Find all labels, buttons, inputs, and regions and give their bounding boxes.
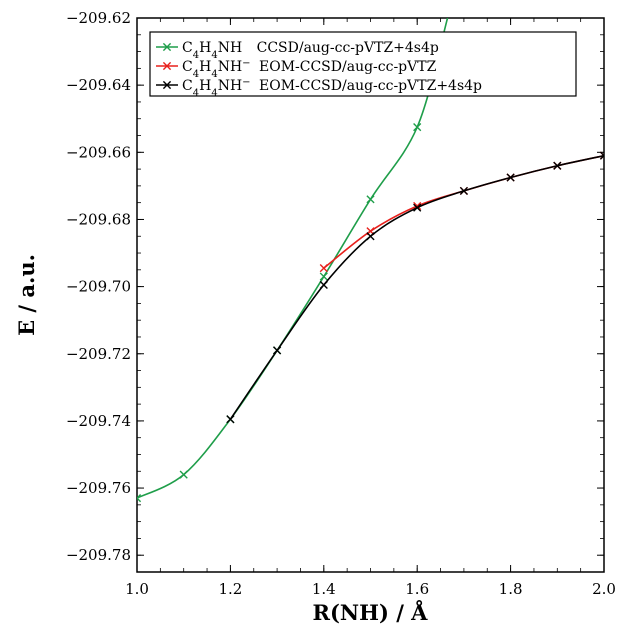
legend-entry-label: C4H4NH− EOM-CCSD/aug-cc-pVTZ [182, 58, 437, 80]
y-tick-label: −209.76 [66, 479, 131, 497]
data-point-b [599, 154, 604, 160]
x-tick-label: 1.4 [312, 580, 336, 598]
y-tick-label: −209.62 [66, 9, 131, 27]
series-layer [137, 18, 604, 503]
y-tick-label: −209.72 [66, 345, 131, 363]
x-tick-label: 1.2 [218, 580, 242, 598]
legend-entry-label: C4H4NH− EOM-CCSD/aug-cc-pVTZ+4s4p [182, 77, 482, 99]
data-point-b [179, 470, 188, 479]
data-point-b [319, 280, 328, 290]
y-axis-title: E / a.u. [14, 254, 39, 336]
data-point [599, 151, 604, 157]
y-tick-label: −209.66 [66, 143, 131, 161]
x-tick-label: 1.6 [405, 580, 429, 598]
data-point-b [553, 161, 562, 170]
legend-entry-label: C4H4NH CCSD/aug-cc-pVTZ+4s4p [182, 40, 439, 61]
y-tick-label: −209.78 [66, 546, 131, 564]
data-point-b [366, 195, 375, 204]
data-point-b [319, 264, 328, 273]
data-point-b [413, 203, 422, 212]
y-tick-label: −209.68 [66, 210, 131, 228]
data-point-b [226, 415, 235, 424]
y-tick-label: −209.74 [66, 412, 131, 430]
x-axis-title: R(NH) / Å [313, 600, 429, 625]
legend-swatch-marker-b [162, 42, 172, 52]
series-2 [226, 151, 604, 424]
y-tick-label: −209.64 [66, 76, 131, 94]
series-line-2 [229, 154, 604, 420]
plot-frame [136, 17, 605, 573]
series-line-1 [323, 154, 604, 269]
legend-box [149, 31, 577, 97]
data-point-b [137, 494, 142, 500]
legend-swatch-marker-b [162, 61, 172, 71]
x-tick-label: 1.8 [499, 580, 523, 598]
y-tick-label: −209.70 [66, 278, 131, 296]
data-point-b [273, 346, 282, 355]
x-tick-label: 2.0 [592, 580, 616, 598]
data-point-b [366, 232, 375, 241]
data-point-b [506, 173, 515, 182]
legend-swatch-marker-b [162, 80, 172, 90]
x-tick-label: 1.0 [125, 580, 149, 598]
data-point-b [459, 186, 468, 196]
data-point-b [413, 123, 422, 132]
axis-ticks: 1.0 1.2 1.4 1.6 1.8 2.0 −209.62 −209.64 −209.66 −… [66, 9, 616, 598]
data-point [137, 497, 142, 503]
data-point-b [319, 272, 328, 281]
